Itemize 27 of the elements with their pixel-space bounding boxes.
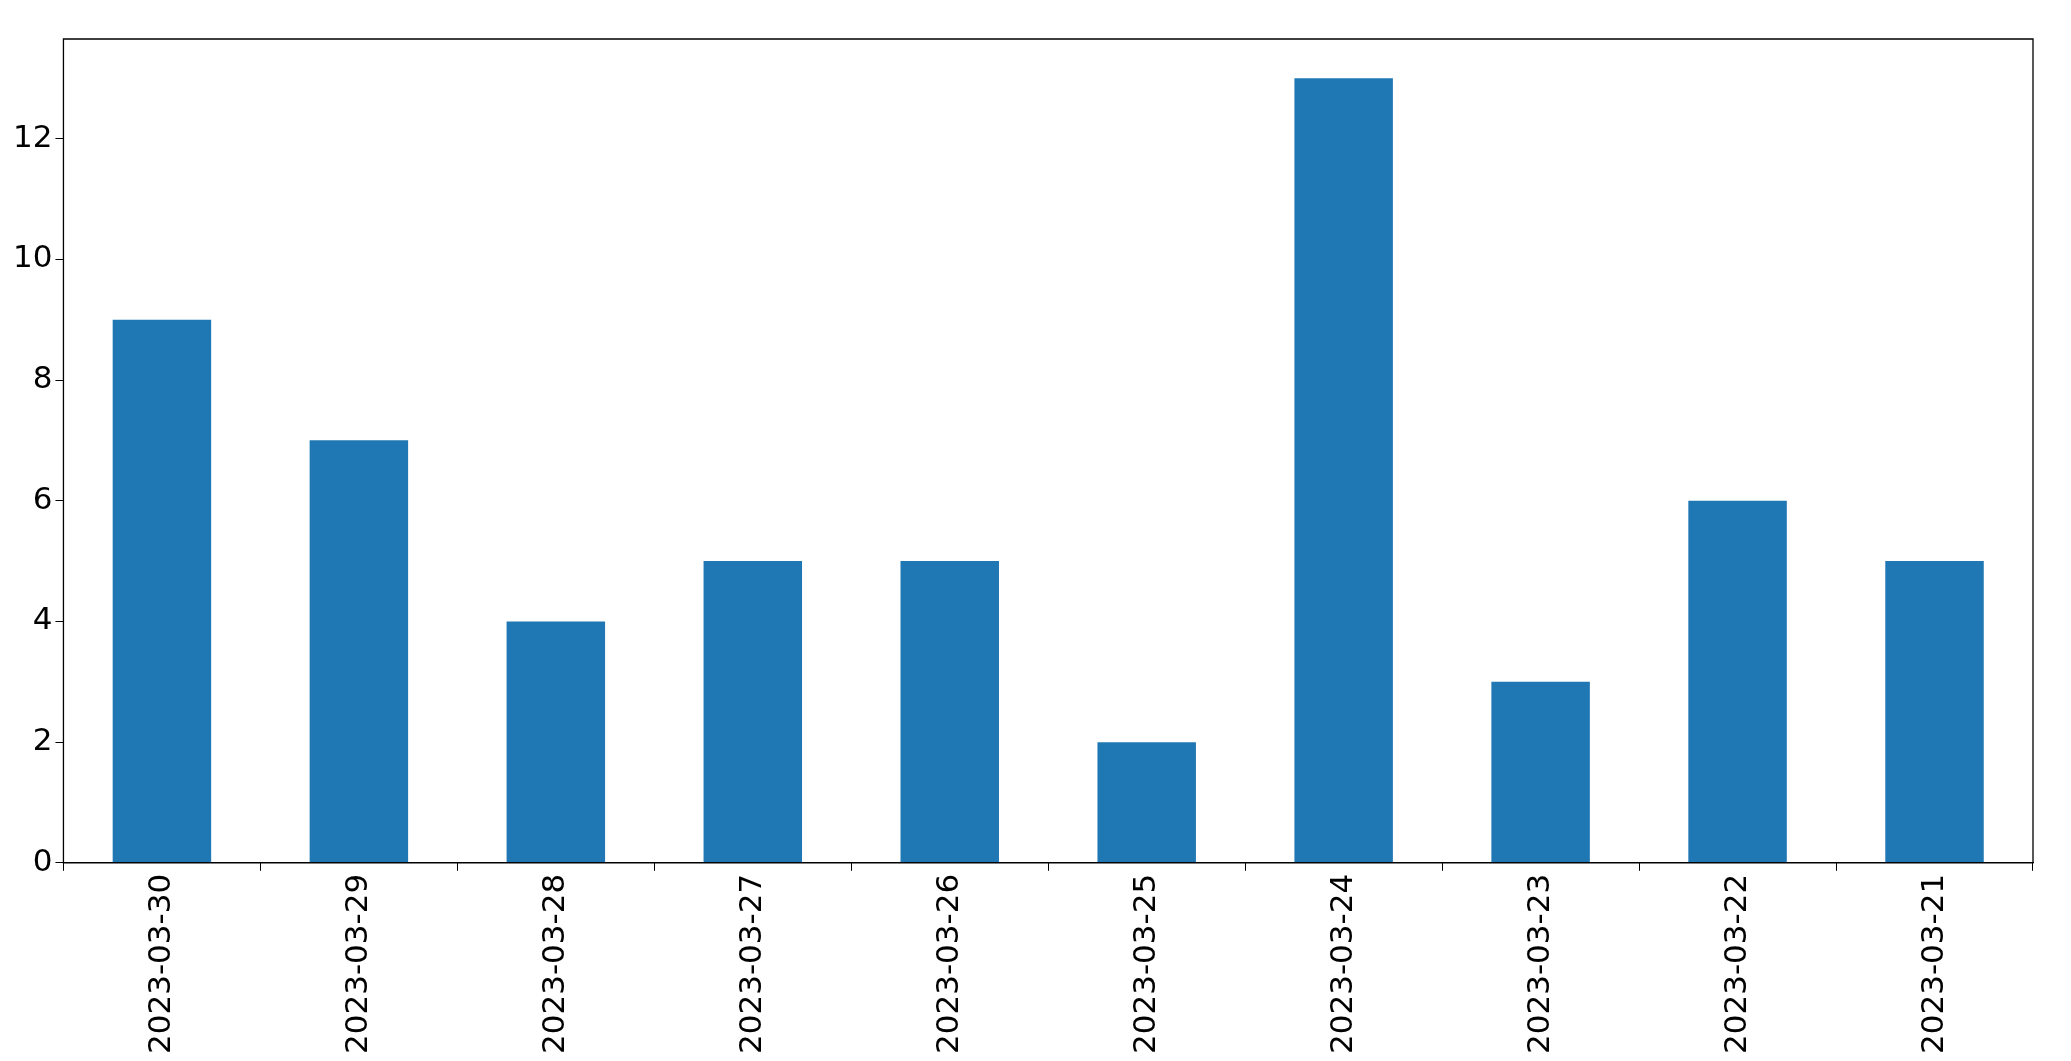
y-tick-label: 0 (32, 841, 53, 878)
x-tick-label: 2023-03-30 (140, 873, 177, 1055)
y-tick-label: 4 (32, 600, 53, 637)
bar (703, 561, 803, 863)
bar (1097, 742, 1196, 863)
x-tick-label: 2023-03-22 (1716, 873, 1753, 1055)
bar (1688, 500, 1787, 863)
x-tick-label: 2023-03-21 (1913, 873, 1950, 1055)
bar (506, 621, 606, 863)
bar (112, 319, 212, 863)
y-tick-label: 2 (32, 721, 53, 758)
x-tick-label: 2023-03-28 (534, 873, 571, 1055)
bar (1294, 78, 1393, 863)
y-tick-label: 12 (12, 117, 53, 154)
x-tick-label: 2023-03-29 (337, 873, 374, 1055)
y-tick-label: 6 (32, 479, 53, 516)
x-tick-label: 2023-03-23 (1519, 873, 1556, 1055)
bar (900, 561, 999, 863)
y-tick-label: 8 (32, 359, 53, 396)
x-tick-label: 2023-03-24 (1322, 873, 1359, 1055)
y-tick-label: 10 (12, 238, 53, 275)
bar (309, 440, 409, 863)
x-tick-label: 2023-03-25 (1125, 873, 1162, 1055)
bar (1885, 561, 1984, 863)
bar (1491, 681, 1590, 863)
x-tick-label: 2023-03-27 (731, 873, 768, 1055)
x-tick-label: 2023-03-26 (928, 873, 965, 1055)
